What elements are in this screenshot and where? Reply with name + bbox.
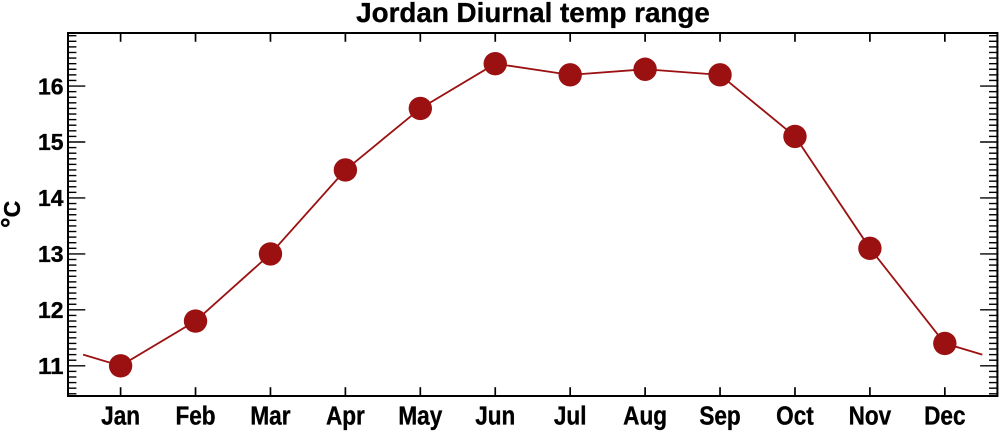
svg-text:Jul: Jul bbox=[554, 403, 587, 431]
svg-text:11: 11 bbox=[38, 353, 64, 379]
svg-text:Sep: Sep bbox=[699, 403, 740, 431]
svg-text:°C: °C bbox=[0, 201, 26, 228]
svg-text:Oct: Oct bbox=[776, 403, 814, 431]
svg-text:Dec: Dec bbox=[924, 403, 965, 431]
svg-text:Nov: Nov bbox=[849, 403, 892, 431]
svg-text:Aug: Aug bbox=[623, 403, 667, 431]
svg-text:Jan: Jan bbox=[101, 403, 140, 431]
svg-text:Jordan Diurnal temp range: Jordan Diurnal temp range bbox=[356, 0, 710, 28]
svg-text:16: 16 bbox=[38, 73, 64, 99]
svg-text:Mar: Mar bbox=[250, 403, 290, 431]
svg-text:13: 13 bbox=[38, 241, 64, 267]
svg-text:May: May bbox=[398, 403, 443, 431]
svg-text:15: 15 bbox=[38, 129, 64, 155]
svg-text:Feb: Feb bbox=[175, 403, 215, 431]
svg-text:Apr: Apr bbox=[326, 403, 365, 431]
svg-text:12: 12 bbox=[38, 297, 64, 323]
svg-text:Jun: Jun bbox=[475, 403, 515, 431]
svg-text:14: 14 bbox=[38, 185, 64, 211]
